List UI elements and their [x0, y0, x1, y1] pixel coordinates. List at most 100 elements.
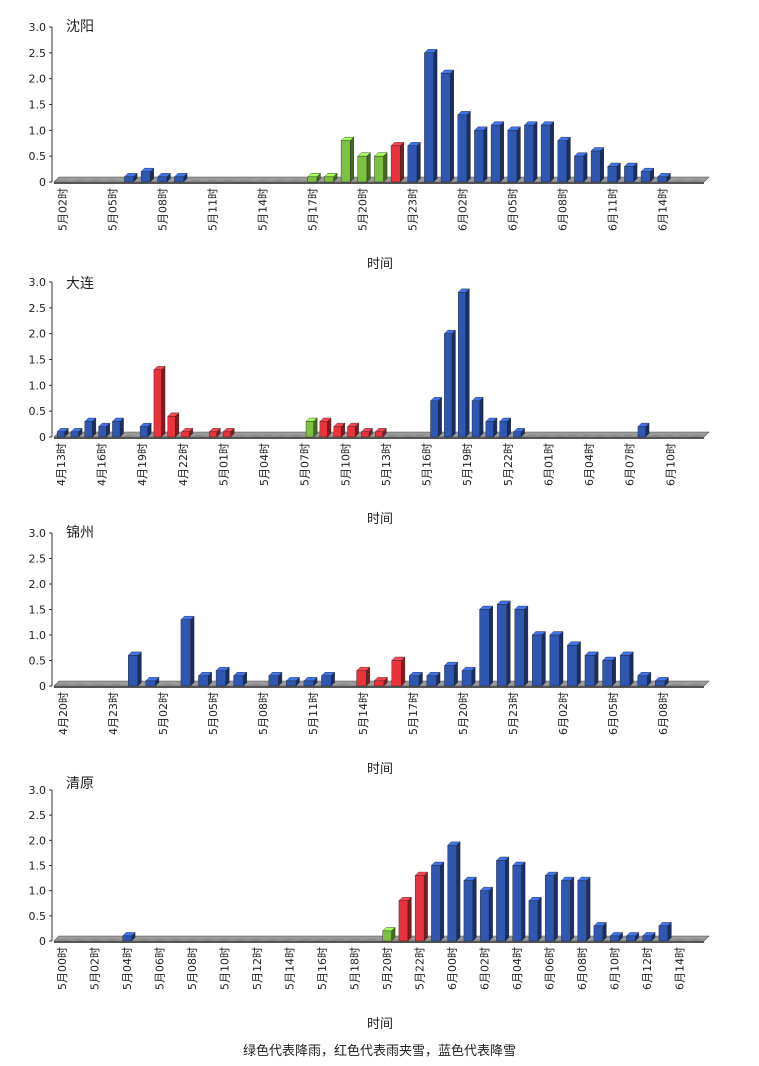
x-tick-label: 5月14时: [256, 188, 269, 231]
x-axis-label: 时间: [367, 1017, 393, 1032]
x-tick-label: 6月02时: [557, 692, 570, 735]
bar: [544, 875, 555, 942]
bar-side: [521, 861, 526, 942]
bar-side: [440, 861, 445, 942]
y-tick-label: 3.0: [29, 276, 47, 289]
bar-side: [583, 152, 588, 183]
bar: [407, 145, 418, 183]
panel-title: 锦州: [66, 524, 94, 541]
x-tick-label: 5月22时: [414, 947, 427, 990]
bar-empty: [257, 180, 267, 182]
bar-empty: [350, 939, 360, 941]
y-tick-label: 1.0: [29, 124, 47, 137]
x-tick-label: 5月23时: [507, 692, 520, 735]
x-tick-label: 5月19时: [461, 443, 474, 486]
y-tick-label: 3.0: [29, 21, 47, 34]
x-tick-label: 4月16时: [96, 443, 109, 486]
bar-empty: [224, 180, 234, 182]
bar-empty: [389, 435, 397, 437]
bar-side: [566, 136, 571, 183]
x-tick-label: 5月10时: [219, 947, 232, 990]
bar: [658, 925, 669, 942]
bar-empty: [107, 180, 117, 182]
x-tick-label: 6月08时: [556, 188, 569, 231]
x-tick-label: 5月05时: [106, 188, 119, 231]
bar-empty: [236, 435, 245, 437]
bar-side: [570, 876, 575, 942]
bar: [532, 634, 543, 687]
bar-empty: [74, 180, 84, 182]
bar: [499, 421, 508, 438]
bar: [496, 860, 506, 942]
y-tick-label: 0: [39, 431, 46, 444]
bar: [431, 865, 441, 942]
bar: [398, 900, 409, 942]
bar-empty: [317, 939, 327, 941]
y-tick-label: 1.5: [29, 604, 47, 617]
bar: [584, 655, 595, 687]
bar-side: [489, 605, 493, 687]
bar: [593, 925, 604, 942]
bar-side: [456, 841, 461, 942]
bar-empty: [93, 684, 103, 686]
bar-side: [137, 651, 142, 687]
x-tick-label: 5月17时: [306, 188, 319, 231]
bar-side: [524, 605, 529, 687]
bar: [513, 431, 522, 438]
bar: [457, 114, 468, 183]
bar-empty: [163, 684, 174, 686]
bar: [347, 426, 356, 438]
bar-empty: [333, 939, 343, 941]
y-tick-label: 2.0: [29, 73, 47, 86]
x-tick-label: 5月14时: [357, 692, 370, 735]
bar-side: [629, 651, 634, 687]
bar-empty: [672, 684, 683, 686]
panel-dalian: 大连 时间 0 0.5 1.0 1.5 2.0 2.5 3.0 4月13时 4月16时 4月19时…: [29, 276, 710, 527]
bar-empty: [187, 939, 197, 941]
bar-side: [190, 615, 195, 687]
bar: [414, 875, 425, 942]
bar-empty: [75, 684, 86, 686]
bar-empty: [527, 435, 535, 437]
y-tick-label: 1.0: [29, 885, 47, 898]
bar: [124, 176, 134, 183]
bar-side: [466, 110, 471, 183]
bar: [512, 865, 522, 942]
y-tick-label: 0.5: [29, 910, 47, 923]
bar-empty: [274, 180, 284, 182]
bar-empty: [251, 684, 261, 686]
bar-empty: [690, 684, 701, 686]
bar: [222, 431, 231, 438]
y-tick-label: 2.5: [29, 553, 47, 566]
panel-title: 大连: [66, 276, 94, 292]
bar-empty: [292, 435, 300, 437]
x-tick-label: 6月08时: [576, 947, 589, 990]
bar: [557, 140, 568, 183]
x-tick-label: 6月11时: [606, 188, 619, 231]
bar-empty: [91, 180, 101, 182]
bar-side: [451, 329, 456, 438]
bar: [607, 166, 618, 183]
bar: [490, 124, 501, 183]
bar: [233, 675, 244, 687]
x-tick-label: 5月05时: [207, 692, 220, 735]
panel-jinzhou: 锦州 时间 0 0.5 1.0 1.5 2.0 2.5 3.0 4月20时 4月23时 5月02时…: [29, 524, 710, 777]
bar-empty: [57, 684, 68, 686]
bar-side: [550, 121, 554, 183]
bar-side: [350, 136, 354, 183]
bar-empty: [596, 435, 605, 437]
bar-empty: [57, 180, 67, 182]
floor-front: [54, 941, 704, 943]
x-tick-label: 5月20时: [356, 188, 369, 231]
x-tick-label: 5月14时: [284, 947, 297, 990]
x-tick-label: 4月22时: [177, 443, 190, 486]
bar: [209, 431, 218, 438]
bar-empty: [171, 939, 181, 941]
bar-empty: [651, 435, 660, 437]
y-tick-label: 1.0: [29, 379, 47, 392]
bar-empty: [278, 435, 286, 437]
bar: [333, 426, 342, 438]
bar-empty: [693, 435, 701, 437]
bar-side: [437, 396, 442, 438]
y-tick-label: 0.5: [29, 655, 47, 668]
